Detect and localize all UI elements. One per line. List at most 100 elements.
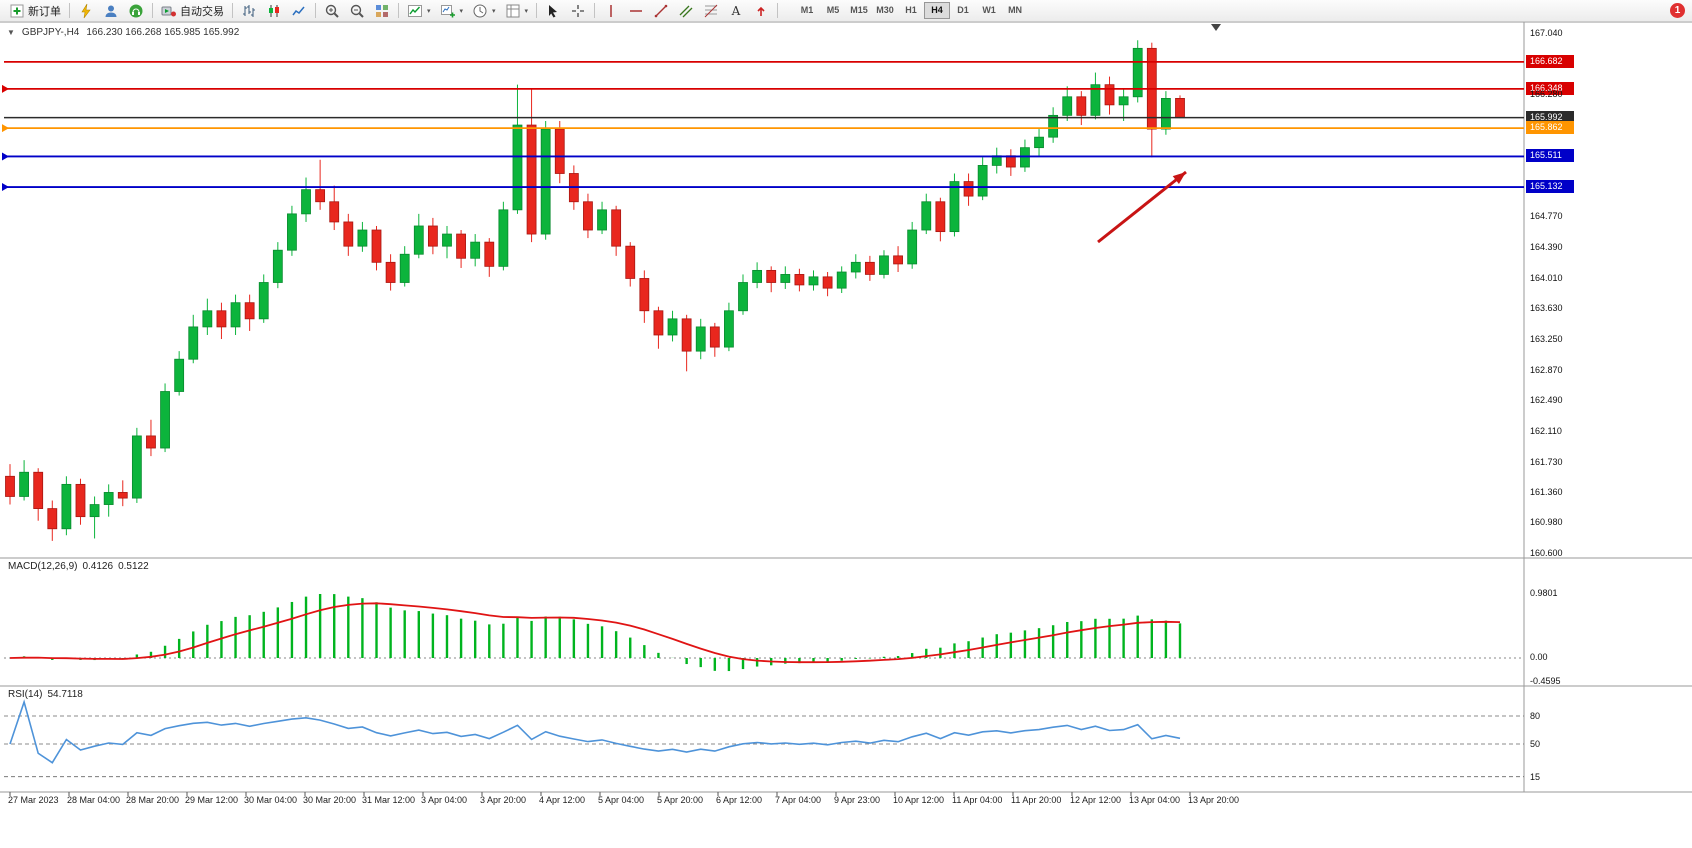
candle-body	[315, 189, 326, 203]
candle-body	[625, 245, 636, 279]
user-icon	[103, 3, 119, 19]
periods-button[interactable]: ▾	[468, 1, 500, 20]
candle-body	[19, 471, 29, 497]
headset-button[interactable]	[124, 1, 148, 20]
candle-body	[1048, 114, 1059, 138]
chart-header: ▼ GBPJPY-,H4 166.230 166.268 165.985 165…	[7, 27, 239, 38]
candle-body	[808, 276, 819, 286]
tile-windows-button[interactable]	[370, 1, 394, 20]
cursor-button[interactable]	[541, 1, 565, 20]
candle-body	[456, 233, 466, 259]
arrow-annotation[interactable]	[1097, 170, 1187, 244]
timeframe-D1[interactable]: D1	[950, 2, 976, 19]
toolbar-separator	[232, 3, 233, 18]
candle-body	[1034, 136, 1044, 149]
candle-body	[935, 201, 946, 233]
candle-body	[850, 261, 861, 273]
chart-ohlc-values: 166.230 166.268 165.985 165.992	[86, 27, 240, 38]
cursor-icon	[545, 3, 561, 19]
chart-symbol-period: GBPJPY-,H4	[21, 27, 80, 38]
new-order-button[interactable]: 新订单	[5, 1, 65, 20]
new-chart-icon	[440, 3, 456, 19]
candle-body	[188, 326, 199, 360]
candle-body	[202, 310, 213, 328]
candle-body	[738, 282, 748, 312]
candle-body	[1132, 47, 1143, 98]
candle-body	[540, 128, 551, 235]
timeframe-MN[interactable]: MN	[1002, 2, 1028, 19]
candlestick-button[interactable]	[262, 1, 286, 20]
chart-shift-marker[interactable]	[1211, 24, 1221, 31]
indicators-button[interactable]: ▾	[403, 1, 435, 20]
candle-body	[554, 128, 565, 174]
toolbar-separator	[594, 3, 596, 18]
arrows-icon	[753, 3, 769, 19]
channel-button[interactable]	[674, 1, 698, 20]
toolbar-separator	[777, 3, 779, 18]
one-click-trading-toggle[interactable]: ▼	[7, 28, 15, 37]
candle-body	[5, 475, 15, 497]
candle-body	[921, 201, 932, 231]
candle-body	[597, 209, 607, 231]
user-button[interactable]	[99, 1, 123, 20]
new-order-icon	[9, 3, 25, 19]
zoom-out-button[interactable]	[345, 1, 369, 20]
vertical-line-button[interactable]	[599, 1, 623, 20]
rsi-label: RSI(14) 54.7118	[8, 689, 83, 700]
tile-windows-icon	[374, 3, 390, 19]
candle-body	[907, 229, 918, 265]
candle-body	[470, 241, 481, 259]
line-chart-button[interactable]	[287, 1, 311, 20]
macd-name: MACD(12,26,9)	[8, 561, 78, 572]
crosshair-button[interactable]	[566, 1, 590, 20]
arrow-annotation-head	[1172, 172, 1186, 185]
timeframe-M15[interactable]: M15	[846, 2, 872, 19]
candle-body	[667, 318, 678, 336]
notification-badge[interactable]: 1	[1670, 3, 1685, 18]
crosshair-icon	[570, 3, 586, 19]
candle-body	[864, 261, 875, 275]
new-chart-button[interactable]: ▾	[436, 1, 468, 20]
timeframe-M1[interactable]: M1	[794, 2, 820, 19]
channel-icon	[678, 3, 694, 19]
timeframe-H4[interactable]: H4	[924, 2, 951, 19]
lightning-button[interactable]	[74, 1, 98, 20]
rsi-name: RSI(14)	[8, 689, 43, 700]
templates-button[interactable]: ▾	[501, 1, 533, 20]
candle-body	[272, 249, 283, 283]
timeframe-W1[interactable]: W1	[976, 2, 1002, 19]
timeframe-H1[interactable]: H1	[898, 2, 924, 19]
macd-scale-min: -0.4595	[1530, 676, 1561, 686]
zoom-in-button[interactable]	[320, 1, 344, 20]
autotrading-button[interactable]: 自动交易	[157, 1, 228, 20]
candle-body	[357, 229, 368, 247]
chevron-down-icon: ▾	[524, 7, 529, 15]
line-chart-icon	[291, 3, 307, 19]
hline-left-marker	[2, 152, 9, 161]
candle-body	[879, 255, 889, 275]
zoom-in-icon	[324, 3, 340, 19]
horizontal-line-button[interactable]	[624, 1, 648, 20]
candle-body	[371, 229, 382, 263]
timeframe-M5[interactable]: M5	[820, 2, 846, 19]
main-toolbar: 新订单 自动交易 ▾ ▾ ▾ ▾ A M1 M5 M15 M30 H1 H4 D1 W1 MN 1	[0, 0, 1692, 22]
candle-body	[794, 274, 805, 286]
bar-chart-button[interactable]	[237, 1, 261, 20]
text-button[interactable]: A	[724, 1, 748, 20]
candle-body	[61, 483, 72, 530]
trendline-button[interactable]	[649, 1, 673, 20]
candle-body	[695, 326, 706, 352]
candle-body	[1161, 98, 1171, 130]
chevron-down-icon: ▾	[459, 7, 464, 15]
candle-body	[216, 310, 227, 328]
macd-value: 0.4126	[82, 561, 114, 572]
toolbar-separator	[69, 3, 70, 18]
arrows-button[interactable]	[749, 1, 773, 20]
candle-body	[752, 269, 763, 283]
candle-body	[103, 492, 114, 505]
fibonacci-icon	[703, 3, 719, 19]
candle-body	[583, 201, 593, 231]
timeframe-M30[interactable]: M30	[872, 2, 898, 19]
hline-left-marker	[2, 84, 9, 93]
fibonacci-button[interactable]	[699, 1, 723, 20]
